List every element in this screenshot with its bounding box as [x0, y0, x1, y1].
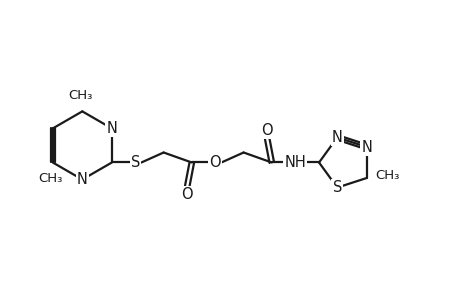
- Text: O: O: [209, 155, 221, 170]
- Text: N: N: [331, 130, 342, 145]
- Text: S: S: [130, 155, 140, 170]
- Text: N: N: [360, 140, 371, 154]
- Text: S: S: [332, 180, 341, 195]
- Text: O: O: [261, 123, 273, 138]
- Text: O: O: [181, 187, 193, 202]
- Text: NH: NH: [284, 155, 306, 170]
- Text: CH₃: CH₃: [67, 89, 92, 102]
- Text: CH₃: CH₃: [38, 172, 62, 185]
- Text: N: N: [77, 172, 88, 187]
- Text: CH₃: CH₃: [374, 169, 398, 182]
- Text: N: N: [106, 121, 117, 136]
